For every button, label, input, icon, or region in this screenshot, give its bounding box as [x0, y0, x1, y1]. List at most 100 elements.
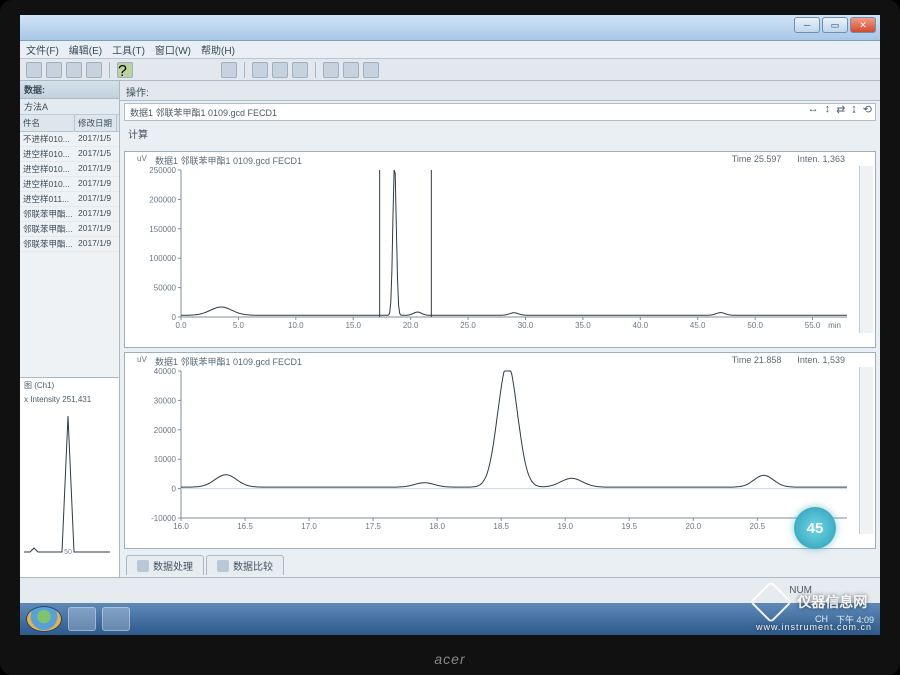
file-row[interactable]: 进空样011...2017/1/9	[20, 192, 119, 207]
menu-tools[interactable]: 工具(T)	[112, 42, 145, 57]
tab-icon	[217, 560, 229, 572]
svg-text:5.0: 5.0	[233, 321, 245, 330]
maximize-button[interactable]: ▭	[822, 17, 848, 33]
svg-text:min: min	[828, 321, 841, 330]
svg-text:10000: 10000	[154, 455, 177, 464]
toolbar-icon[interactable]	[86, 62, 102, 78]
svg-text:40000: 40000	[154, 367, 177, 376]
svg-text:18.5: 18.5	[493, 522, 509, 531]
zoom-h-icon[interactable]: ↔	[808, 103, 819, 116]
svg-text:200000: 200000	[149, 195, 176, 204]
svg-text:100000: 100000	[149, 254, 176, 263]
section-label: 计算	[120, 123, 880, 144]
svg-text:18.0: 18.0	[429, 522, 445, 531]
file-row[interactable]: 邻联苯甲酯...2017/1/9	[20, 222, 119, 237]
chart-scrollbar[interactable]	[859, 367, 873, 534]
chromatogram-bottom[interactable]: uV 数据1 邻联苯甲酯1 0109.gcd FECD1 Time 21.858…	[124, 352, 876, 549]
taskbar: CH 下午 4:09	[20, 603, 880, 635]
svg-text:10.0: 10.0	[288, 321, 304, 330]
left-panel: 数据: 方法A 件名 修改日期 不进样010...2017/1/5进空样010.…	[20, 81, 120, 577]
svg-text:50: 50	[64, 549, 72, 556]
svg-text:35.0: 35.0	[575, 321, 591, 330]
menu-file[interactable]: 文件(F)	[26, 42, 59, 57]
file-col-name[interactable]: 件名	[20, 115, 75, 131]
toolbar-icon[interactable]	[292, 62, 308, 78]
toolbar-icon[interactable]	[252, 62, 268, 78]
menu-edit[interactable]: 编辑(E)	[69, 42, 102, 57]
chromatogram-top[interactable]: uV 数据1 邻联苯甲酯1 0109.gcd FECD1 Time 25.597…	[124, 151, 876, 348]
watermark: 仪器信息网 www.instrument.com.cn	[756, 589, 872, 633]
menu-help[interactable]: 帮助(H)	[201, 42, 235, 57]
chart-canvas[interactable]: -1000001000020000300004000016.016.517.01…	[135, 367, 855, 534]
svg-text:19.5: 19.5	[621, 522, 637, 531]
monitor-brand: acer	[434, 651, 465, 667]
task-item[interactable]	[102, 607, 130, 631]
file-row[interactable]: 邻联苯甲酯...2017/1/9	[20, 237, 119, 252]
svg-text:150000: 150000	[149, 225, 176, 234]
toolbar-icon[interactable]	[46, 62, 62, 78]
tab-icon	[137, 560, 149, 572]
screen: ─ ▭ ✕ 文件(F) 编辑(E) 工具(T) 窗口(W) 帮助(H) ?	[20, 15, 880, 635]
svg-text:25.0: 25.0	[460, 321, 476, 330]
file-list: 件名 修改日期 不进样010...2017/1/5进空样010...2017/1…	[20, 115, 119, 252]
close-button[interactable]: ✕	[850, 17, 876, 33]
svg-text:20.5: 20.5	[750, 522, 766, 531]
toolbar-icon[interactable]	[323, 62, 339, 78]
chart-scrollbar[interactable]	[859, 166, 873, 333]
svg-text:50.0: 50.0	[747, 321, 763, 330]
menubar: 文件(F) 编辑(E) 工具(T) 窗口(W) 帮助(H)	[20, 41, 880, 59]
svg-text:50000: 50000	[154, 284, 177, 293]
window-titlebar: ─ ▭ ✕	[20, 15, 880, 41]
svg-text:0: 0	[172, 485, 177, 494]
zoom-v-icon[interactable]: ↕	[825, 103, 831, 116]
toolbar: ?	[20, 59, 880, 81]
reset-icon[interactable]: ⟲	[863, 103, 872, 116]
svg-text:15.0: 15.0	[345, 321, 361, 330]
chart-cursor-readout: Time 21.858 Inten. 1,539	[732, 355, 845, 365]
toolbar-icon[interactable]	[363, 62, 379, 78]
file-row[interactable]: 进空样010...2017/1/5	[20, 147, 119, 162]
operation-header: 操作:	[120, 81, 880, 101]
file-row[interactable]: 进空样010...2017/1/9	[20, 177, 119, 192]
toolbar-icon[interactable]	[343, 62, 359, 78]
start-button[interactable]	[26, 606, 62, 632]
help-icon[interactable]: ?	[117, 62, 133, 78]
volume-overlay: 45	[794, 507, 836, 549]
svg-text:55.0: 55.0	[805, 321, 821, 330]
tab-data-compare[interactable]: 数据比较	[206, 555, 284, 575]
toolbar-icon[interactable]	[26, 62, 42, 78]
fit-icon[interactable]: ↨	[851, 103, 857, 116]
svg-text:17.5: 17.5	[365, 522, 381, 531]
minimize-button[interactable]: ─	[794, 17, 820, 33]
svg-text:19.0: 19.0	[557, 522, 573, 531]
y-axis-unit: uV	[137, 355, 147, 364]
toolbar-separator	[244, 62, 245, 78]
y-axis-unit: uV	[137, 154, 147, 163]
file-row[interactable]: 邻联苯甲酯...2017/1/9	[20, 207, 119, 222]
tab-data-process[interactable]: 数据处理	[126, 555, 204, 575]
svg-text:17.0: 17.0	[301, 522, 317, 531]
task-item[interactable]	[68, 607, 96, 631]
svg-text:30000: 30000	[154, 396, 177, 405]
data-path-field[interactable]: 数据1 邻联苯甲酯1 0109.gcd FECD1	[124, 103, 876, 121]
svg-text:20000: 20000	[154, 426, 177, 435]
zoom-tools: ↔ ↕ ⇄ ↨ ⟲	[808, 103, 872, 116]
chart-canvas[interactable]: 0500001000001500002000002500000.05.010.0…	[135, 166, 855, 333]
svg-text:20.0: 20.0	[686, 522, 702, 531]
file-row[interactable]: 不进样010...2017/1/5	[20, 132, 119, 147]
toolbar-icon[interactable]	[272, 62, 288, 78]
method-label[interactable]: 方法A	[20, 99, 119, 115]
menu-window[interactable]: 窗口(W)	[155, 42, 191, 57]
chart-cursor-readout: Time 25.597 Inten. 1,363	[732, 154, 845, 164]
file-row[interactable]: 进空样010...2017/1/9	[20, 162, 119, 177]
toolbar-icon[interactable]	[221, 62, 237, 78]
toolbar-separator	[109, 62, 110, 78]
data-panel-header: 数据:	[20, 81, 119, 99]
file-col-date[interactable]: 修改日期	[75, 115, 117, 131]
preview-panel: 图 (Ch1) x Intensity 251,431 50	[20, 377, 119, 577]
svg-text:40.0: 40.0	[633, 321, 649, 330]
zoom-both-icon[interactable]: ⇄	[836, 103, 845, 116]
svg-text:45.0: 45.0	[690, 321, 706, 330]
toolbar-icon[interactable]	[66, 62, 82, 78]
svg-text:16.5: 16.5	[237, 522, 253, 531]
